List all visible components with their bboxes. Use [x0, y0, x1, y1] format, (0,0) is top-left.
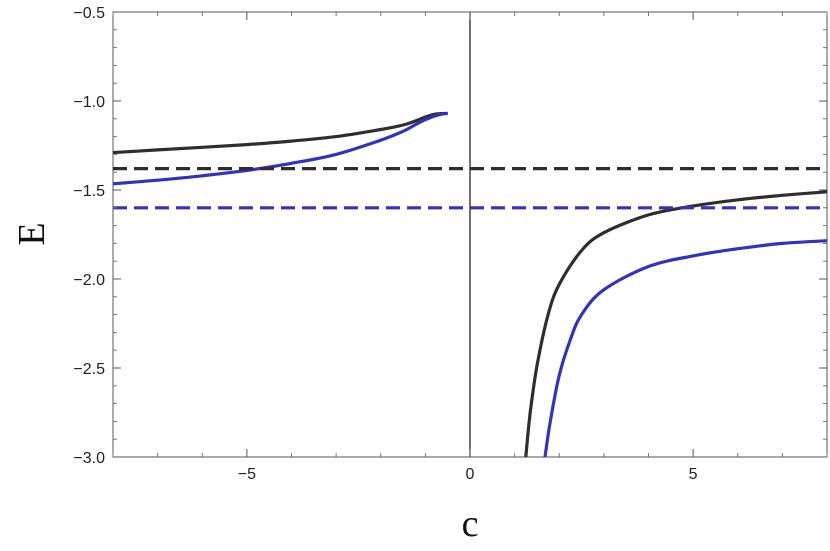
series-line-1 [112, 111, 448, 155]
x-tick-label: 0 [466, 466, 475, 483]
y-tick-label: −1.5 [73, 183, 105, 200]
y-tick-label: −0.5 [73, 5, 105, 22]
y-axis-title: E [11, 222, 53, 245]
y-tick-label: −2.0 [73, 272, 105, 289]
series-line-2 [112, 111, 448, 186]
y-tick-label: −2.5 [73, 361, 105, 378]
series-line-4 [543, 239, 828, 458]
series-line-3 [524, 190, 828, 458]
x-tick-label: 5 [689, 466, 698, 483]
series-layer [112, 111, 828, 458]
x-tick-label: −5 [238, 466, 256, 483]
y-tick-label: −3.0 [73, 450, 105, 467]
x-axis-title: c [462, 503, 479, 545]
y-tick-label: −1.0 [73, 94, 105, 111]
tick-layer: −5 0 5 −0.5 −1.0 −1.5 −2.0 −2.5 −3.0 [73, 5, 828, 483]
